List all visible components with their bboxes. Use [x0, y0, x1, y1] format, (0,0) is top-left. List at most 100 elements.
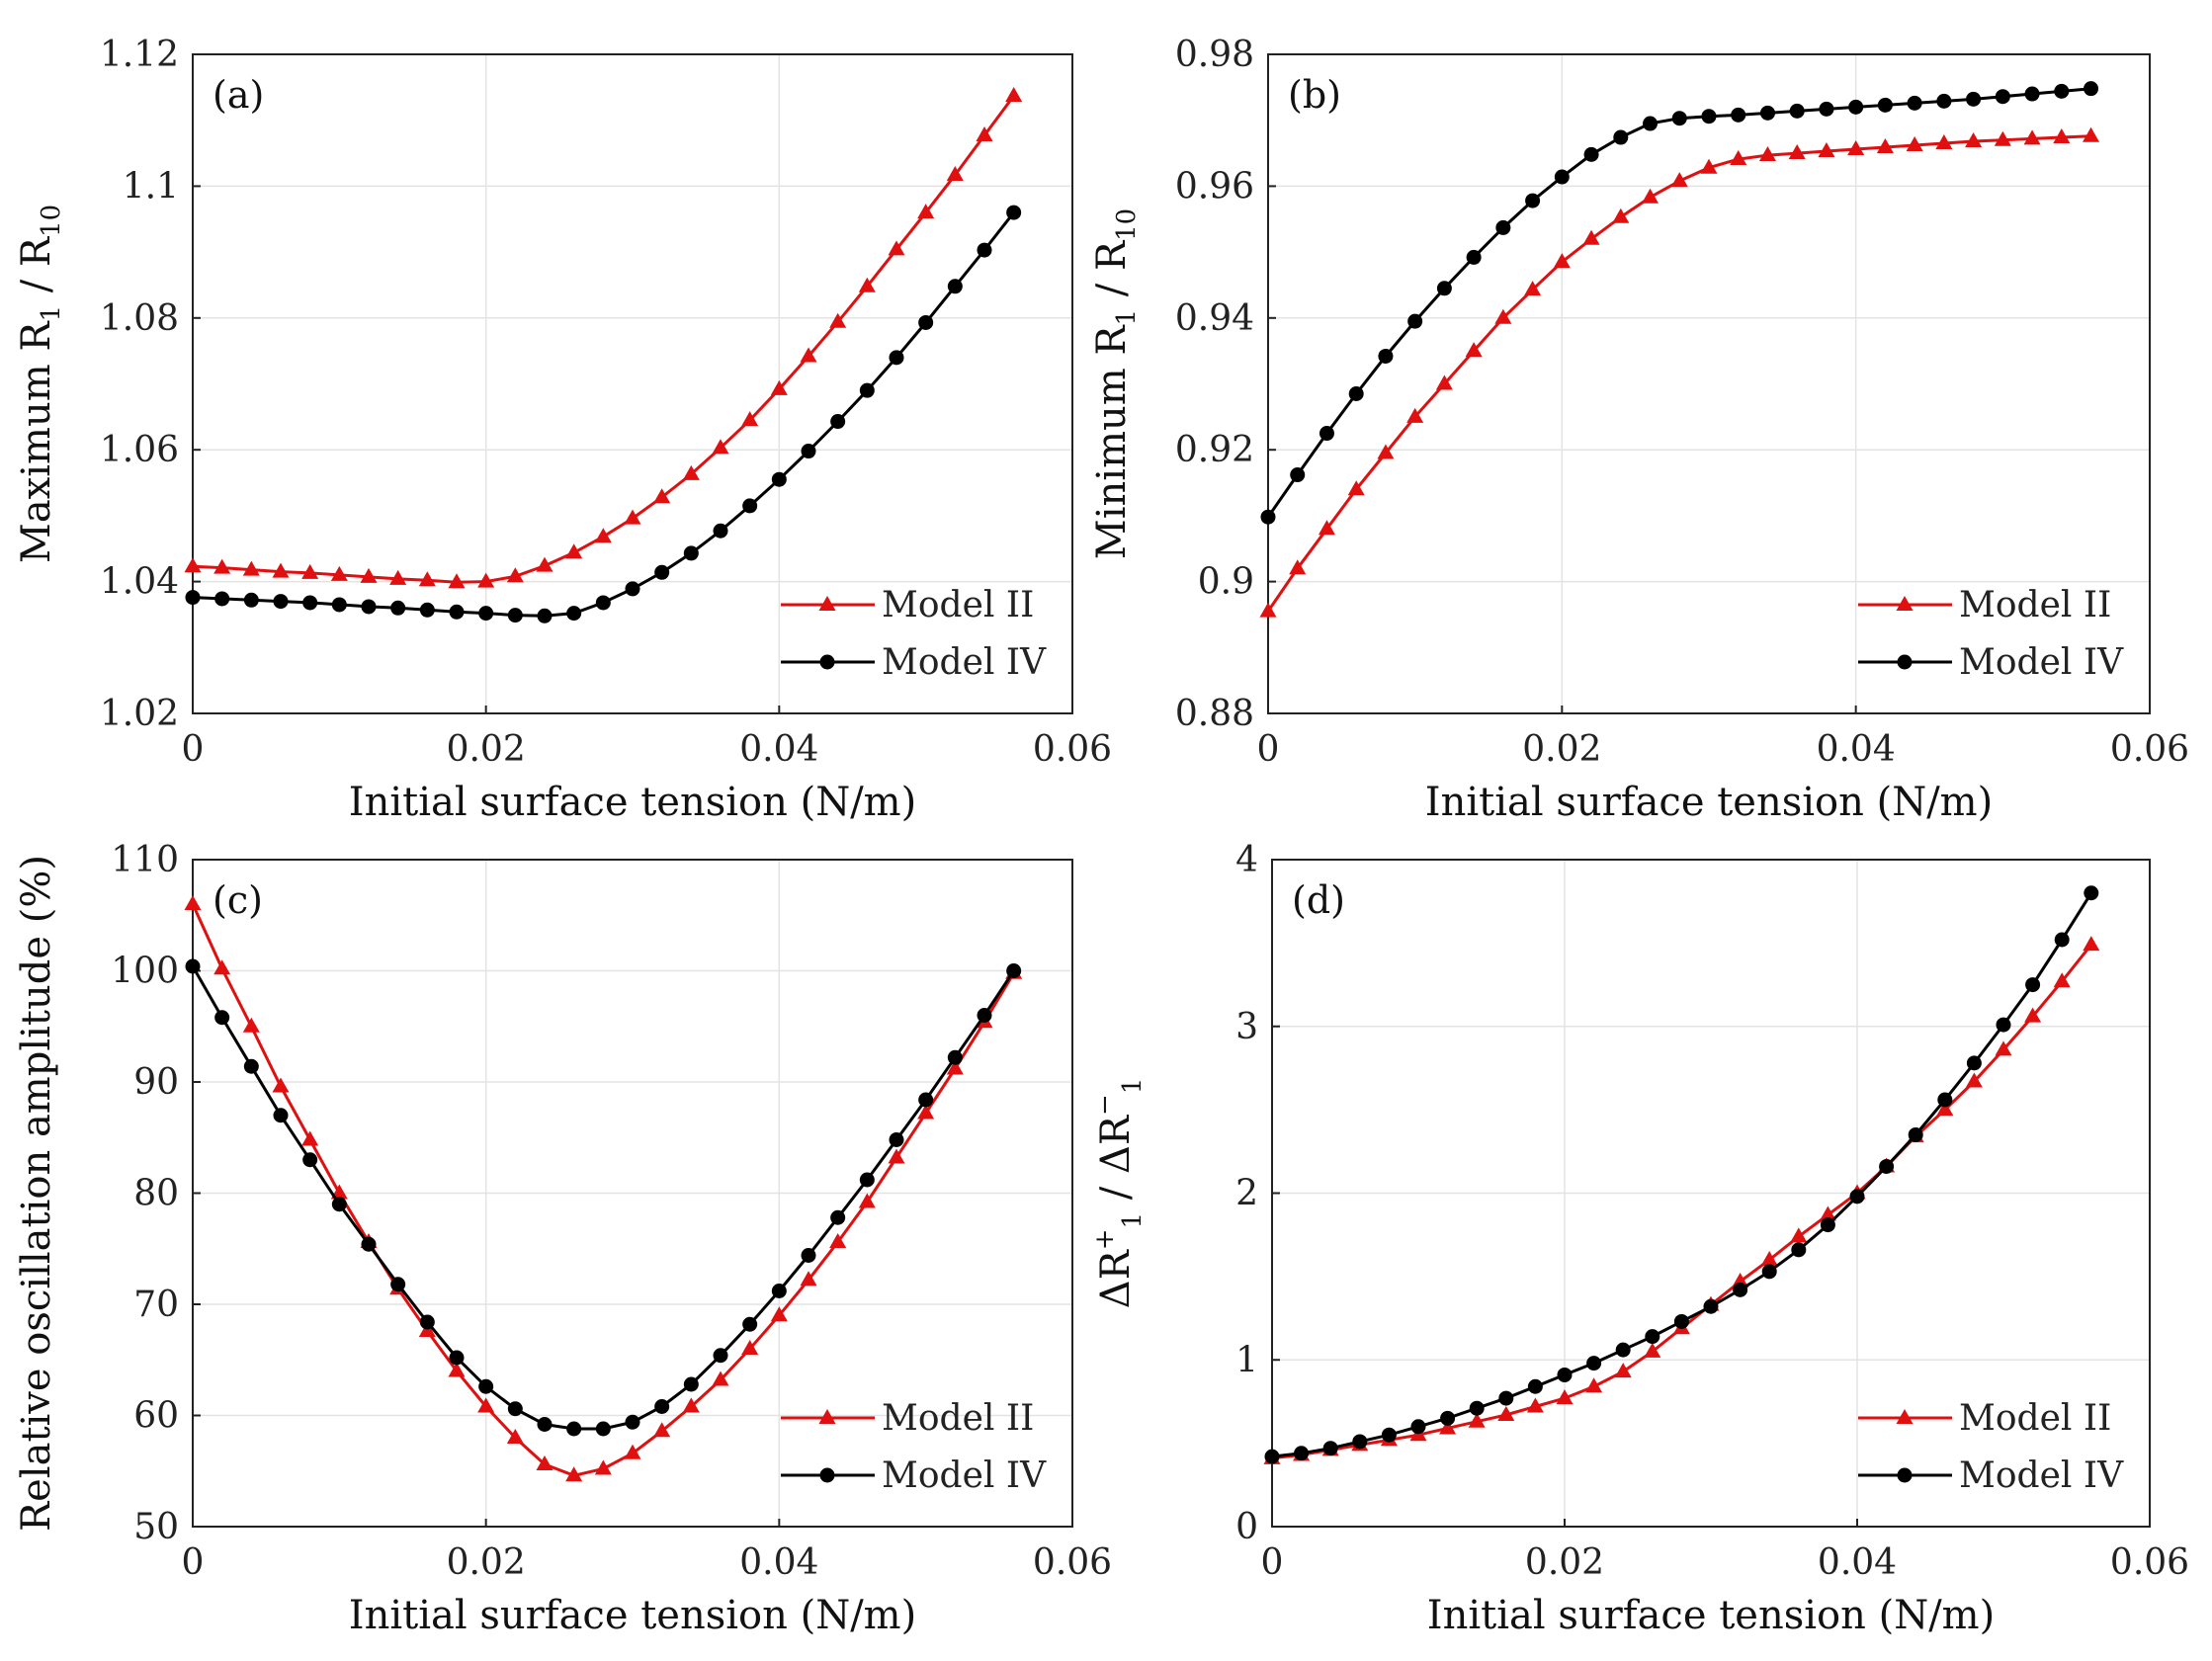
data-point	[1436, 281, 1452, 296]
data-point	[801, 444, 816, 459]
legend-marker	[818, 1409, 836, 1424]
data-point	[1732, 1272, 1749, 1287]
data-point	[1876, 138, 1894, 154]
legend-entry: Model II	[1959, 585, 2111, 625]
data-point	[1554, 169, 1570, 185]
data-point	[1348, 386, 1364, 402]
data-point	[1906, 136, 1923, 152]
data-point	[594, 528, 612, 543]
data-point	[1466, 249, 1482, 265]
data-point	[214, 591, 230, 607]
y-tick-label: 0.98	[1175, 35, 1254, 75]
data-point	[1352, 1434, 1368, 1450]
data-point	[1406, 407, 1424, 423]
data-point	[1495, 219, 1511, 235]
data-point	[1790, 1227, 1808, 1243]
data-point	[1527, 1378, 1543, 1394]
data-point	[1935, 134, 1953, 150]
legend-marker	[819, 1467, 835, 1483]
data-point	[1290, 467, 1306, 483]
y-tick-label: 0.92	[1175, 430, 1254, 470]
data-point	[829, 312, 847, 328]
x-tick-label: 0.06	[2110, 1542, 2189, 1583]
data-point	[1818, 142, 1835, 158]
data-point	[2084, 885, 2099, 901]
y-tick-label: 90	[133, 1062, 179, 1103]
data-point	[2083, 126, 2100, 142]
data-point	[537, 608, 553, 623]
plot-frame	[192, 53, 1073, 714]
legend-entry: Model IV	[1959, 642, 2124, 683]
data-point	[742, 498, 758, 514]
data-point	[2025, 977, 2041, 993]
data-point	[889, 1132, 904, 1147]
legend-entry: Model IV	[1959, 1455, 2124, 1496]
y-tick-label: 1.04	[100, 562, 179, 603]
data-point	[301, 563, 319, 579]
data-point	[829, 1233, 847, 1248]
data-point	[858, 277, 876, 292]
data-point	[1322, 1441, 1338, 1456]
data-point	[770, 379, 788, 395]
legend: Model II Model IV	[1858, 585, 2124, 683]
data-point	[477, 572, 495, 588]
data-point	[595, 595, 611, 611]
data-point	[830, 414, 846, 430]
data-point	[1642, 188, 1659, 204]
data-point	[1318, 520, 1335, 536]
data-point	[1819, 1205, 1836, 1221]
data-point	[1848, 99, 1864, 115]
y-tick-label: 100	[111, 952, 179, 992]
data-point	[1995, 89, 2010, 105]
data-point	[506, 1429, 524, 1444]
data-point	[683, 1376, 699, 1392]
y-tick-label: 0.96	[1175, 166, 1254, 207]
y-axis-title: Minimum R1 / R10	[1089, 208, 1142, 559]
legend: Model II Model IV	[781, 1398, 1047, 1496]
data-point	[1553, 253, 1571, 269]
data-point	[1966, 1055, 1982, 1071]
y-tick-label: 60	[133, 1396, 179, 1437]
x-tick-label: 0	[182, 729, 205, 770]
data-point	[625, 581, 640, 597]
data-point	[1879, 1159, 1895, 1174]
data-point	[566, 606, 582, 622]
data-point	[185, 958, 201, 974]
data-point	[858, 1193, 876, 1208]
data-point	[449, 604, 465, 620]
y-tick-label: 1.06	[100, 430, 179, 470]
data-point	[242, 560, 260, 576]
x-tick-label: 0	[1257, 729, 1280, 770]
data-point	[2023, 129, 2041, 145]
data-point	[1378, 348, 1394, 364]
panel-label: (b)	[1288, 73, 1341, 117]
legend-entry: Model II	[882, 1398, 1034, 1439]
data-point	[1965, 132, 1983, 148]
data-point	[1524, 281, 1542, 296]
data-point	[683, 545, 699, 561]
data-point	[1526, 1397, 1544, 1413]
plot-frame	[192, 859, 1073, 1528]
y-tick-label: 80	[133, 1174, 179, 1214]
x-tick-label: 0.04	[739, 1542, 818, 1583]
data-point	[1994, 130, 2011, 146]
legend-entry: Model IV	[882, 1455, 1047, 1496]
data-point	[1585, 1377, 1603, 1393]
data-point	[1614, 1363, 1632, 1378]
data-point	[1586, 1356, 1602, 1371]
data-point	[214, 1010, 230, 1026]
data-point	[1965, 1072, 1983, 1088]
legend-marker	[1896, 1409, 1914, 1424]
data-point	[565, 543, 583, 559]
data-point	[448, 1362, 466, 1377]
data-point	[272, 1077, 290, 1093]
data-point	[185, 590, 201, 606]
data-point	[1615, 1342, 1631, 1358]
y-tick-label: 4	[1235, 840, 1258, 880]
x-tick-label: 0.02	[447, 729, 526, 770]
data-point	[977, 242, 992, 258]
y-tick-label: 70	[133, 1285, 179, 1325]
data-point	[2024, 1007, 2042, 1023]
data-point	[2084, 81, 2099, 97]
